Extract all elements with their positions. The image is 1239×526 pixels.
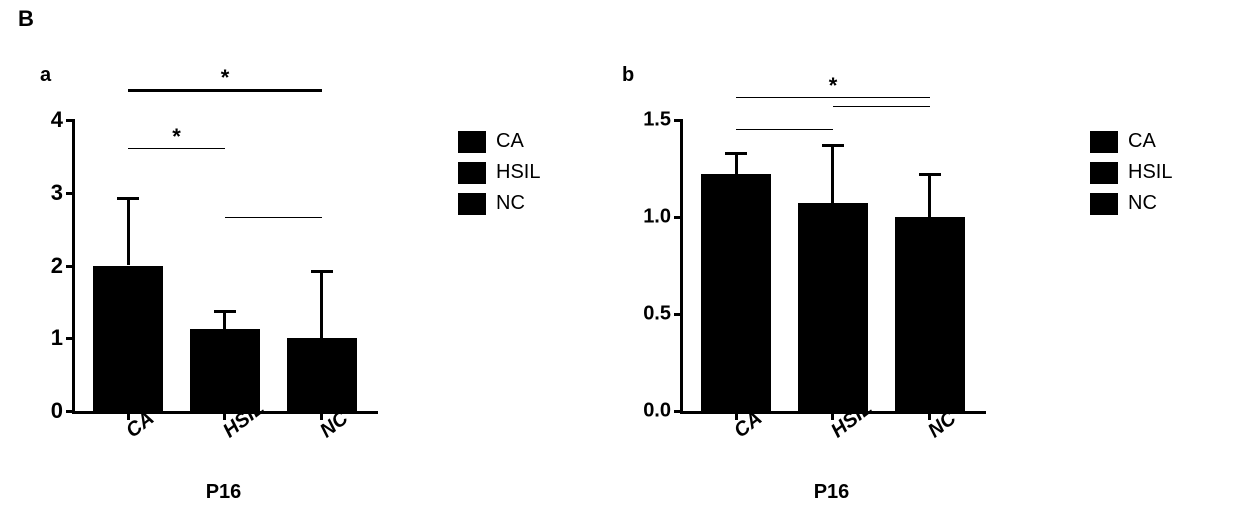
chart-b-x-title: P16 [680,481,983,504]
bar-ca [701,174,771,411]
ytick-label: 0.0 [643,400,683,423]
significance-bar [833,106,930,107]
chart-b-plot-area: 0.00.51.01.5CAHSILNC* [680,120,986,414]
errorbar [223,311,226,328]
significance-star: * [221,67,230,89]
chart-a-x-title: P16 [72,481,375,504]
errorbar [831,145,834,203]
legend-label: NC [496,192,525,215]
legend-label: CA [1128,130,1156,153]
errorbar-cap [214,310,235,313]
legend-item: NC [458,192,540,215]
errorbar-cap [725,152,746,155]
errorbar [928,174,931,217]
ytick-label: 3 [51,180,75,206]
legend-a: CA HSIL NC [458,130,540,223]
ytick-label: 1 [51,325,75,351]
errorbar [735,153,738,174]
legend-label: CA [496,130,524,153]
legend-swatch [1090,131,1118,153]
chart-panel-a: 01234CAHSILNC** P16 [72,120,375,414]
bar-hsil [190,329,260,411]
significance-star: * [829,75,838,97]
bar-nc [287,338,357,411]
legend-item: NC [1090,192,1172,215]
ytick-label: 4 [51,107,75,133]
legend-swatch [1090,162,1118,184]
errorbar-cap [822,144,843,147]
legend-label: HSIL [496,161,540,184]
figure-panel-B: B a b 01234CAHSILNC** P16 0.00.51.01.5CA… [0,0,1239,526]
chart-a-plot-area: 01234CAHSILNC** [72,120,378,414]
ytick-label: 0 [51,398,75,424]
ytick-label: 1.0 [643,206,683,229]
ytick-label: 1.5 [643,109,683,132]
bar-hsil [798,203,868,411]
significance-bar [736,129,833,130]
legend-item: CA [1090,130,1172,153]
ytick-label: 2 [51,253,75,279]
panel-b-label: b [622,64,634,87]
figure-label: B [18,6,34,32]
legend-swatch [458,193,486,215]
errorbar-cap [117,197,138,200]
errorbar [127,198,130,266]
bar-ca [93,266,163,412]
legend-item: CA [458,130,540,153]
bar-nc [895,217,965,411]
legend-item: HSIL [458,161,540,184]
ytick-label: 0.5 [643,303,683,326]
errorbar-cap [919,173,940,176]
panel-a-label: a [40,64,51,87]
chart-panel-b: 0.00.51.01.5CAHSILNC* P16 [680,120,983,414]
errorbar [320,271,323,338]
legend-b: CA HSIL NC [1090,130,1172,223]
significance-star: * [172,126,181,148]
legend-swatch [458,131,486,153]
legend-label: NC [1128,192,1157,215]
legend-swatch [458,162,486,184]
legend-item: HSIL [1090,161,1172,184]
legend-label: HSIL [1128,161,1172,184]
errorbar-cap [311,270,332,273]
legend-swatch [1090,193,1118,215]
significance-bar [225,217,322,218]
